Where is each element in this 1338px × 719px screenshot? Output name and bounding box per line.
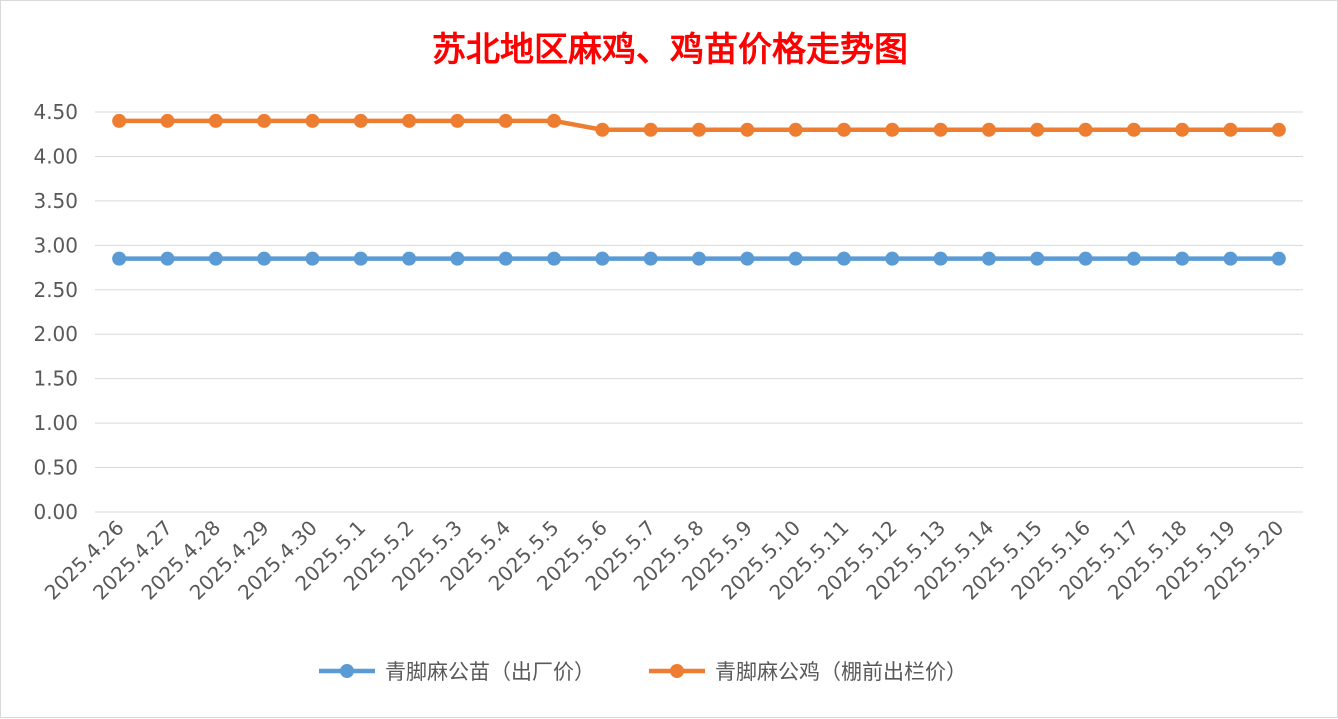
data-point	[981, 251, 996, 266]
legend-entry: 青脚麻公苗（出厂价）	[319, 660, 595, 684]
series-2	[112, 113, 1286, 137]
data-point	[1078, 122, 1093, 137]
y-tick-label: 0.50	[33, 456, 78, 480]
data-point	[885, 251, 900, 266]
data-point	[498, 113, 513, 128]
data-point	[305, 113, 320, 128]
data-point	[208, 113, 223, 128]
data-point	[1223, 122, 1238, 137]
data-point	[1126, 122, 1141, 137]
data-point	[160, 251, 175, 266]
y-tick-label: 2.50	[33, 278, 78, 302]
data-point	[643, 251, 658, 266]
data-point	[1271, 251, 1286, 266]
data-point	[257, 113, 272, 128]
data-point	[257, 251, 272, 266]
y-tick-label: 3.00	[33, 233, 78, 257]
data-point	[1126, 251, 1141, 266]
y-tick-label: 1.00	[33, 411, 78, 435]
data-point	[788, 251, 803, 266]
data-point	[208, 251, 223, 266]
data-point	[740, 251, 755, 266]
legend-entry: 青脚麻公鸡（棚前出栏价）	[649, 660, 967, 684]
data-point	[402, 113, 417, 128]
data-point	[305, 251, 320, 266]
data-point	[981, 122, 996, 137]
data-point	[740, 122, 755, 137]
data-point	[885, 122, 900, 137]
data-point	[836, 122, 851, 137]
data-point	[595, 251, 610, 266]
data-point	[353, 251, 368, 266]
data-point	[450, 113, 465, 128]
chart-title: 苏北地区麻鸡、鸡苗价格走势图	[432, 30, 908, 70]
data-point	[547, 251, 562, 266]
series-1	[112, 251, 1286, 266]
data-point	[1175, 122, 1190, 137]
y-tick-label: 1.50	[33, 367, 78, 391]
legend-marker	[670, 664, 684, 678]
data-point	[1223, 251, 1238, 266]
data-point	[498, 251, 513, 266]
data-point	[160, 113, 175, 128]
data-point	[933, 122, 948, 137]
data-point	[547, 113, 562, 128]
data-point	[692, 251, 706, 266]
legend-label: 青脚麻公苗（出厂价）	[385, 660, 595, 684]
data-point	[1030, 122, 1045, 137]
data-point	[788, 122, 803, 137]
data-point	[112, 113, 127, 128]
data-point	[402, 251, 417, 266]
data-point	[692, 122, 706, 137]
y-tick-label: 3.50	[33, 189, 78, 213]
data-point	[1078, 251, 1093, 266]
data-point	[595, 122, 610, 137]
legend-label: 青脚麻公鸡（棚前出栏价）	[715, 660, 967, 684]
data-point	[1271, 122, 1286, 137]
data-point	[933, 251, 948, 266]
data-point	[643, 122, 658, 137]
data-point	[112, 251, 127, 266]
legend-marker	[340, 664, 354, 678]
y-tick-label: 4.50	[33, 100, 78, 124]
data-point	[450, 251, 465, 266]
data-point	[836, 251, 851, 266]
data-point	[353, 113, 368, 128]
y-tick-label: 0.00	[33, 500, 78, 524]
data-point	[1030, 251, 1045, 266]
y-tick-label: 4.00	[33, 144, 78, 168]
data-point	[1175, 251, 1190, 266]
y-tick-label: 2.00	[33, 322, 78, 346]
